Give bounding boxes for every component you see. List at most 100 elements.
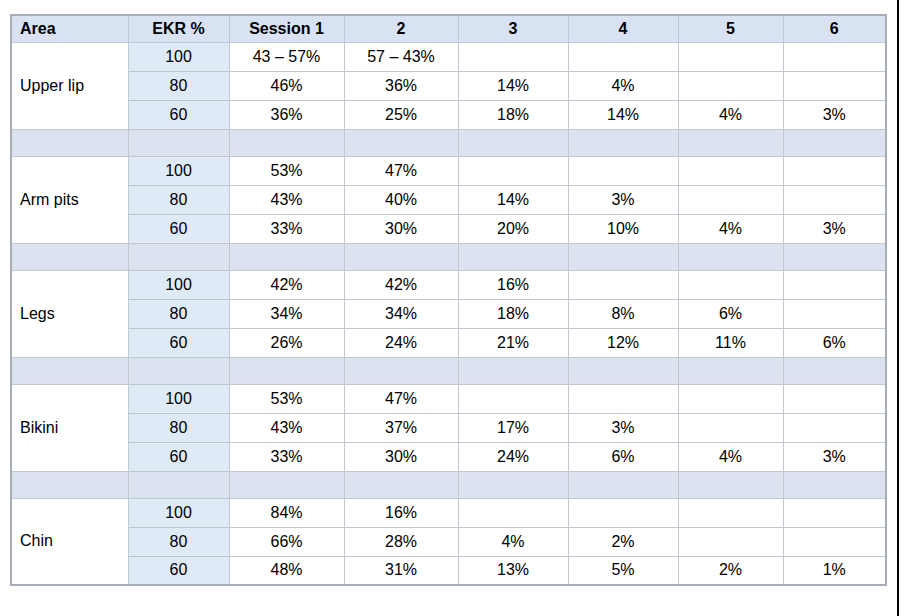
session-value-cell bbox=[568, 384, 678, 413]
separator-cell bbox=[678, 129, 783, 156]
column-header-session-2: 2 bbox=[344, 15, 458, 42]
session-value-cell: 18% bbox=[458, 299, 568, 328]
area-cell: Upper lip bbox=[11, 42, 128, 129]
separator-cell bbox=[783, 471, 886, 498]
session-value-cell bbox=[678, 270, 783, 299]
session-value-cell: 46% bbox=[229, 71, 344, 100]
session-value-cell bbox=[783, 299, 886, 328]
table-row: Chin10084%16% bbox=[11, 498, 886, 527]
session-value-cell: 14% bbox=[458, 185, 568, 214]
session-value-cell: 37% bbox=[344, 413, 458, 442]
separator-cell bbox=[128, 357, 229, 384]
separator-cell bbox=[783, 243, 886, 270]
separator-row bbox=[11, 471, 886, 498]
session-value-cell: 34% bbox=[344, 299, 458, 328]
separator-cell bbox=[783, 357, 886, 384]
session-value-cell bbox=[568, 156, 678, 185]
ekr-cell: 80 bbox=[128, 71, 229, 100]
session-value-cell: 4% bbox=[458, 527, 568, 556]
session-value-cell: 14% bbox=[568, 100, 678, 129]
ekr-cell: 100 bbox=[128, 498, 229, 527]
separator-row bbox=[11, 243, 886, 270]
table-row: 6033%30%24%6%4%3% bbox=[11, 442, 886, 471]
ekr-cell: 100 bbox=[128, 384, 229, 413]
session-value-cell: 4% bbox=[678, 442, 783, 471]
session-value-cell: 1% bbox=[783, 556, 886, 585]
session-value-cell bbox=[783, 156, 886, 185]
separator-cell bbox=[568, 129, 678, 156]
ekr-cell: 80 bbox=[128, 527, 229, 556]
separator-cell bbox=[344, 471, 458, 498]
ekr-cell: 60 bbox=[128, 100, 229, 129]
session-value-cell bbox=[678, 384, 783, 413]
session-value-cell: 17% bbox=[458, 413, 568, 442]
session-value-cell: 40% bbox=[344, 185, 458, 214]
table-row: 8046%36%14%4% bbox=[11, 71, 886, 100]
session-value-cell: 4% bbox=[678, 214, 783, 243]
session-value-cell: 3% bbox=[783, 214, 886, 243]
session-value-cell: 66% bbox=[229, 527, 344, 556]
session-value-cell: 42% bbox=[344, 270, 458, 299]
separator-cell bbox=[128, 129, 229, 156]
session-value-cell: 33% bbox=[229, 442, 344, 471]
separator-cell bbox=[783, 129, 886, 156]
session-value-cell: 47% bbox=[344, 384, 458, 413]
session-value-cell: 28% bbox=[344, 527, 458, 556]
session-value-cell bbox=[783, 498, 886, 527]
separator-cell bbox=[344, 243, 458, 270]
separator-cell bbox=[678, 357, 783, 384]
session-value-cell: 14% bbox=[458, 71, 568, 100]
separator-cell bbox=[568, 471, 678, 498]
session-value-cell: 10% bbox=[568, 214, 678, 243]
area-cell: Bikini bbox=[11, 384, 128, 471]
session-value-cell: 2% bbox=[568, 527, 678, 556]
table-row: 6026%24%21%12%11%6% bbox=[11, 328, 886, 357]
column-header-session-4: 4 bbox=[568, 15, 678, 42]
column-header-session-1: Session 1 bbox=[229, 15, 344, 42]
session-value-cell: 11% bbox=[678, 328, 783, 357]
session-value-cell bbox=[783, 413, 886, 442]
area-cell: Chin bbox=[11, 498, 128, 585]
table-row: 8066%28%4%2% bbox=[11, 527, 886, 556]
session-value-cell bbox=[678, 185, 783, 214]
table-body: Upper lip10043 – 57%57 – 43%8046%36%14%4… bbox=[11, 42, 886, 585]
column-header-session-5: 5 bbox=[678, 15, 783, 42]
separator-cell bbox=[458, 129, 568, 156]
column-header-area: Area bbox=[11, 15, 128, 42]
session-value-cell: 57 – 43% bbox=[344, 42, 458, 71]
session-value-cell: 31% bbox=[344, 556, 458, 585]
table-row: 6048%31%13%5%2%1% bbox=[11, 556, 886, 585]
session-value-cell: 36% bbox=[229, 100, 344, 129]
session-value-cell: 13% bbox=[458, 556, 568, 585]
session-value-cell: 26% bbox=[229, 328, 344, 357]
area-cell: Legs bbox=[11, 270, 128, 357]
ekr-cell: 100 bbox=[128, 156, 229, 185]
column-header-ekr: EKR % bbox=[128, 15, 229, 42]
session-value-cell: 33% bbox=[229, 214, 344, 243]
session-value-cell: 4% bbox=[678, 100, 783, 129]
session-value-cell: 20% bbox=[458, 214, 568, 243]
session-value-cell: 6% bbox=[568, 442, 678, 471]
table-row: 8043%37%17%3% bbox=[11, 413, 886, 442]
session-value-cell: 53% bbox=[229, 384, 344, 413]
session-value-cell: 30% bbox=[344, 442, 458, 471]
session-value-cell bbox=[783, 42, 886, 71]
separator-cell bbox=[11, 357, 128, 384]
session-value-cell bbox=[458, 156, 568, 185]
table-row: 6036%25%18%14%4%3% bbox=[11, 100, 886, 129]
session-value-cell bbox=[568, 498, 678, 527]
session-value-cell bbox=[783, 185, 886, 214]
session-value-cell: 42% bbox=[229, 270, 344, 299]
session-value-cell: 16% bbox=[458, 270, 568, 299]
session-value-cell: 6% bbox=[783, 328, 886, 357]
separator-cell bbox=[229, 243, 344, 270]
table-header: Area EKR % Session 1 2 3 4 5 6 bbox=[11, 15, 886, 42]
ekr-cell: 60 bbox=[128, 214, 229, 243]
session-value-cell: 24% bbox=[344, 328, 458, 357]
column-header-session-6: 6 bbox=[783, 15, 886, 42]
separator-cell bbox=[344, 129, 458, 156]
session-value-cell bbox=[783, 71, 886, 100]
separator-cell bbox=[11, 243, 128, 270]
session-value-cell bbox=[458, 42, 568, 71]
separator-cell bbox=[678, 243, 783, 270]
